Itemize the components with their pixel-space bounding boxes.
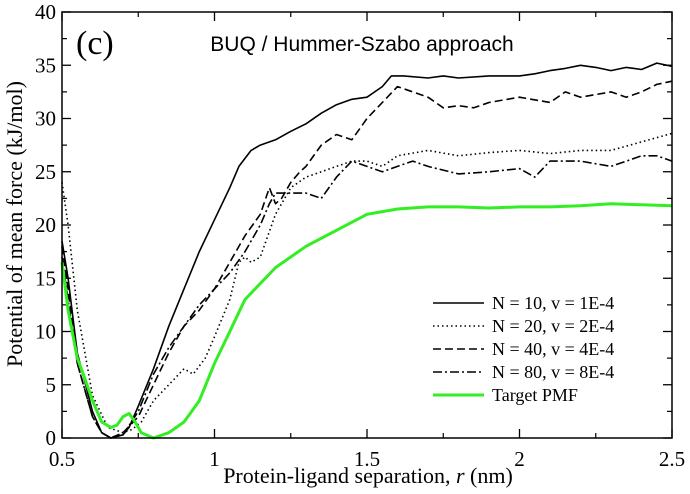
series-line-5 bbox=[60, 202, 673, 440]
x-axis-label-prefix: Protein-ligand separation, bbox=[223, 463, 456, 488]
x-tick-label: 1 bbox=[209, 447, 220, 471]
series-line-2 bbox=[61, 132, 673, 434]
legend-label-5: Target PMF bbox=[492, 385, 578, 405]
y-axis-label: Potential of mean force (kJ/mol) bbox=[2, 81, 27, 367]
y-tick-label: 40 bbox=[35, 0, 56, 24]
x-tick-label: 1.5 bbox=[354, 447, 380, 471]
legend-label-1: N = 10, v = 1E-4 bbox=[492, 293, 614, 313]
series-line-4 bbox=[61, 155, 673, 439]
y-tick-label: 5 bbox=[46, 373, 57, 397]
chart-title: BUQ / Hummer-Szabo approach bbox=[210, 33, 513, 56]
legend-label-2: N = 20, v = 2E-4 bbox=[492, 316, 614, 336]
x-tick-label: 2.5 bbox=[659, 447, 685, 471]
y-tick-label: 25 bbox=[35, 160, 56, 184]
x-axis-label-var: r bbox=[456, 463, 465, 488]
legend-label-3: N = 40, v = 4E-4 bbox=[492, 339, 614, 359]
y-tick-label: 35 bbox=[35, 53, 56, 77]
tick-labels: 0.5 1 1.5 2 2.5 0 5 10 15 20 25 30 35 40 bbox=[35, 0, 685, 471]
legend: N = 10, v = 1E-4 N = 20, v = 2E-4 N = 40, … bbox=[433, 293, 614, 405]
y-tick-label: 30 bbox=[35, 107, 56, 131]
legend-label-4: N = 80, v = 8E-4 bbox=[492, 362, 614, 382]
x-axis-label-suffix: (nm) bbox=[465, 463, 513, 488]
x-axis-label: Protein-ligand separation, r (nm) bbox=[223, 463, 513, 488]
x-tick-label: 0.5 bbox=[49, 447, 75, 471]
series-line-3 bbox=[61, 80, 673, 439]
y-tick-label: 20 bbox=[35, 213, 56, 237]
axis-ticks bbox=[61, 11, 673, 439]
y-tick-label: 15 bbox=[35, 266, 56, 290]
x-tick-label: 2 bbox=[514, 447, 525, 471]
y-tick-label: 0 bbox=[46, 426, 57, 450]
y-tick-label: 10 bbox=[35, 320, 56, 344]
series-layer bbox=[60, 62, 673, 440]
panel-label: (c) bbox=[76, 25, 114, 62]
plot-frame bbox=[61, 11, 673, 439]
